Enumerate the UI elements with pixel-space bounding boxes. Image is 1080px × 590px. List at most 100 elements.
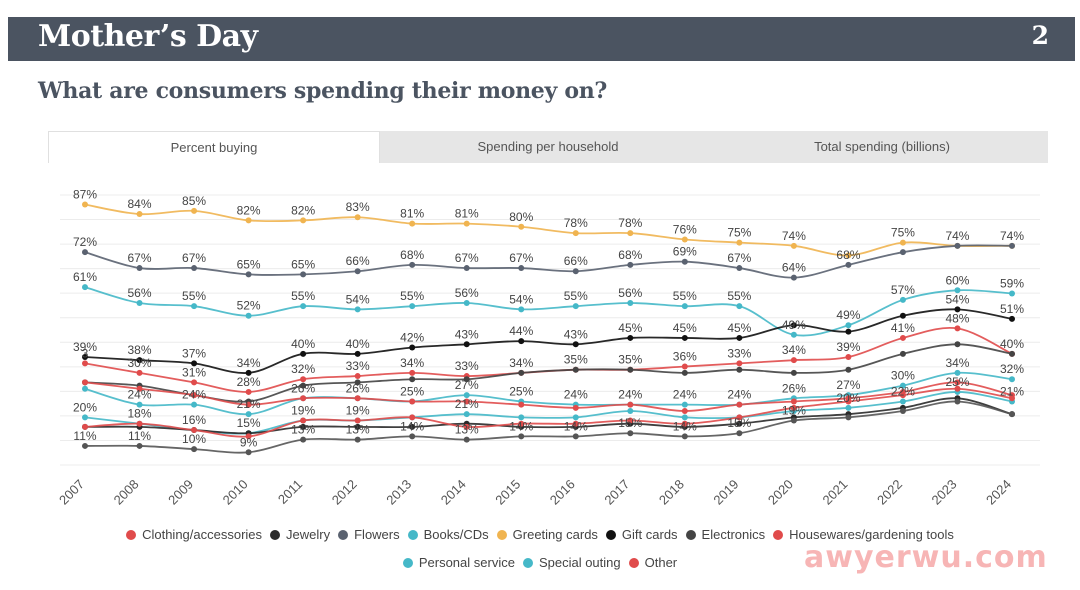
data-point-greeting-cards xyxy=(300,217,307,224)
data-point-flowers xyxy=(354,268,361,275)
data-label: 24% xyxy=(618,388,642,402)
data-point-books-cds xyxy=(572,414,579,421)
data-label: 66% xyxy=(564,254,588,268)
x-tick-label: 2019 xyxy=(710,477,741,508)
data-point-personal-service xyxy=(1009,376,1015,383)
data-point-other xyxy=(245,433,252,440)
data-point-flowers xyxy=(409,261,416,268)
legend-item[interactable]: Greeting cards xyxy=(496,527,598,542)
tab-spending-per-household[interactable]: Spending per household xyxy=(477,139,619,154)
data-point-electronics xyxy=(845,366,852,373)
data-point-gift-cards xyxy=(300,350,307,357)
legend-item[interactable]: Jewelry xyxy=(270,527,330,542)
data-label: 31% xyxy=(182,365,206,379)
data-point-other xyxy=(300,417,307,424)
data-label: 54% xyxy=(509,292,533,306)
data-label: 19% xyxy=(346,404,370,418)
data-point-gift-cards xyxy=(82,354,88,360)
legend-dot-icon xyxy=(407,530,418,540)
x-tick-label: 2008 xyxy=(111,477,142,508)
data-label: 13% xyxy=(455,423,479,437)
tab-bar: Percent buying Spending per household To… xyxy=(48,131,1048,163)
data-label: 14% xyxy=(673,419,697,433)
legend-item[interactable]: Housewares/gardening tools xyxy=(773,527,954,542)
data-point-gift-cards xyxy=(845,328,852,335)
data-point-gift-cards xyxy=(409,344,416,351)
data-point-gift-cards xyxy=(245,369,252,376)
data-point-electronics xyxy=(518,369,525,376)
data-point-personal-service xyxy=(191,401,198,408)
legend-item[interactable]: Electronics xyxy=(685,527,765,542)
legend-item[interactable]: Other xyxy=(628,555,677,570)
data-point-electronics-low xyxy=(354,436,361,443)
data-label: 56% xyxy=(455,286,479,300)
data-point-books-cds xyxy=(518,414,525,421)
series-line-clothing-accessories xyxy=(84,326,1013,393)
data-label: 76% xyxy=(673,222,697,236)
data-label: 40% xyxy=(346,337,370,351)
data-point-clothing-accessories xyxy=(899,334,906,341)
data-point-personal-service xyxy=(954,369,961,376)
data-point-special-outing xyxy=(790,331,797,338)
data-label: 45% xyxy=(727,321,751,335)
data-point-electronics-low xyxy=(136,442,143,449)
data-point-books-cds xyxy=(681,414,688,421)
data-point-other xyxy=(790,404,797,411)
data-point-gift-cards xyxy=(572,341,579,348)
data-label: 44% xyxy=(509,324,533,338)
data-point-electronics-low xyxy=(899,408,906,414)
legend-dot-icon xyxy=(685,530,696,540)
legend-item[interactable]: Books/CDs xyxy=(407,527,489,542)
data-point-special-outing xyxy=(191,303,198,310)
data-point-greeting-cards xyxy=(518,223,525,230)
data-label: 55% xyxy=(182,289,206,303)
data-point-flowers xyxy=(463,265,470,272)
legend-item[interactable]: Personal service xyxy=(402,555,515,570)
data-label: 66% xyxy=(346,254,370,268)
data-point-electronics-low xyxy=(518,433,525,440)
data-point-housewares-gardening-tools xyxy=(191,392,198,399)
data-point-other xyxy=(82,423,88,430)
data-label: 85% xyxy=(182,194,206,208)
series-line-gift-cards xyxy=(84,308,1013,374)
data-point-greeting-cards xyxy=(245,217,252,224)
data-label: 24% xyxy=(128,388,152,402)
data-label: 14% xyxy=(400,419,424,433)
tab-total-spending[interactable]: Total spending (billions) xyxy=(814,139,950,154)
data-point-gift-cards xyxy=(1009,315,1015,322)
legend-item[interactable]: Special outing xyxy=(522,555,621,570)
data-label: 35% xyxy=(618,353,642,367)
data-point-electronics xyxy=(954,341,961,348)
legend-item[interactable]: Flowers xyxy=(338,527,400,542)
data-point-other xyxy=(954,385,961,392)
data-label: 48% xyxy=(945,311,969,325)
data-point-electronics-low xyxy=(409,433,416,440)
data-label: 43% xyxy=(564,327,588,341)
data-point-gift-cards xyxy=(136,357,143,364)
data-point-flowers xyxy=(518,265,525,272)
data-label: 21% xyxy=(455,397,479,411)
data-point-special-outing xyxy=(300,303,307,310)
data-label: 37% xyxy=(182,346,206,360)
data-label: 25% xyxy=(509,384,533,398)
data-point-clothing-accessories xyxy=(300,376,307,383)
tab-percent-buying[interactable]: Percent buying xyxy=(48,131,380,163)
data-point-special-outing xyxy=(82,284,88,291)
legend-item[interactable]: Clothing/accessories xyxy=(126,527,262,542)
header-bar: Mother’s Day 2 xyxy=(8,17,1075,61)
data-label: 24% xyxy=(564,388,588,402)
watermark: awyerwu.com xyxy=(804,540,1048,575)
legend-item[interactable]: Gift cards xyxy=(605,527,678,542)
x-tick-label: 2013 xyxy=(383,477,414,508)
series-line-personal-service xyxy=(84,371,1013,416)
data-label: 49% xyxy=(836,308,860,322)
data-label: 65% xyxy=(291,257,315,271)
data-label: 74% xyxy=(945,229,969,243)
data-label: 30% xyxy=(128,356,152,370)
data-label: 56% xyxy=(128,286,152,300)
data-label: 55% xyxy=(564,289,588,303)
data-point-clothing-accessories xyxy=(845,354,852,360)
data-point-electronics-low xyxy=(191,446,198,453)
data-label: 11% xyxy=(128,429,151,443)
data-point-flowers xyxy=(845,261,852,268)
